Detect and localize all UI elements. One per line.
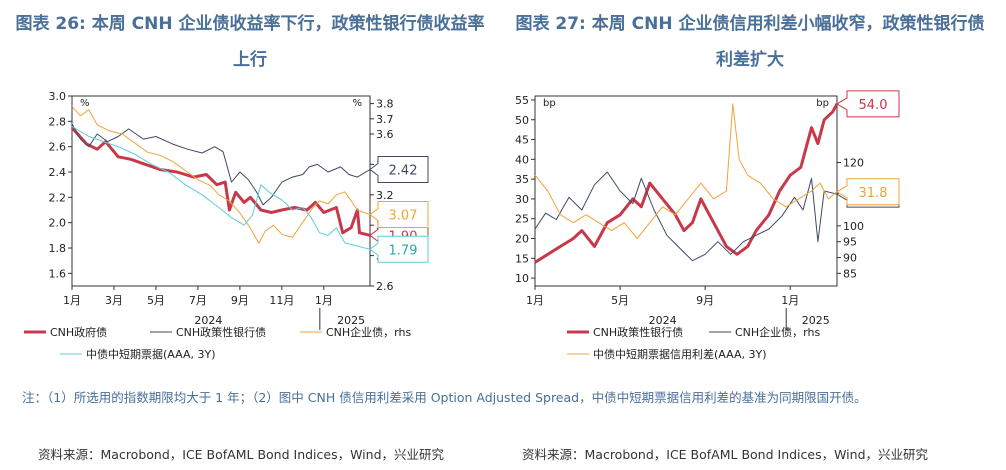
right-axis-tick-label: 120 — [843, 157, 864, 170]
right-unit-label: bp — [816, 98, 829, 109]
legend-label: CNH政策性银行债 — [593, 325, 683, 339]
series-line-2 — [534, 103, 838, 239]
source-left: 资料来源：Macrobond，ICE BofAML Bond Indices，W… — [38, 447, 445, 462]
legend-label: CNH企业债，rhs — [326, 325, 411, 339]
right-axis-tick-label: 3.2 — [376, 189, 394, 202]
end-value-label: 54.0 — [859, 98, 888, 113]
left-axis-tick-label: 2.0 — [49, 217, 67, 230]
left-axis-tick-label: 30 — [515, 193, 529, 206]
left-axis-tick-label: 2.8 — [49, 115, 67, 128]
right-axis-tick-label: 3.8 — [376, 98, 394, 111]
legend-label: 中债中短期票据(AAA, 3Y) — [86, 347, 215, 361]
source-right: 资料来源：Macrobond，ICE BofAML Bond Indices，W… — [522, 447, 929, 462]
x-axis-tick-label: 11月 — [269, 294, 294, 307]
end-value-callout — [836, 90, 900, 118]
right-axis-tick-label: 90 — [843, 252, 857, 265]
left-unit-label: bp — [543, 98, 556, 109]
x-axis-tick-label: 5月 — [147, 294, 165, 307]
legend-label: CNH政府债 — [50, 325, 107, 339]
left-axis-tick-label: 40 — [515, 153, 529, 166]
yield-chart: 1.61.82.02.22.42.62.83.02.62.83.03.23.43… — [24, 90, 429, 361]
x-axis-tick-label: 7月 — [189, 294, 207, 307]
end-value-label: 3.07 — [389, 209, 418, 224]
series-line-1 — [534, 171, 838, 262]
series-line-1 — [71, 123, 371, 206]
left-unit-label: % — [80, 98, 90, 109]
end-value-label: 31.8 — [859, 186, 888, 201]
x-axis-tick-label: 1月 — [315, 294, 333, 307]
spread-chart: 10152025303540455055859095100110120bpbp1… — [515, 90, 900, 361]
left-axis-tick-label: 3.0 — [49, 90, 67, 103]
year-label: 2024 — [649, 314, 677, 327]
x-axis-tick-label: 5月 — [611, 294, 629, 307]
end-value-callout — [369, 235, 429, 263]
right-axis-tick-label: 100 — [843, 220, 864, 233]
right-axis-tick-label: 2.6 — [376, 280, 394, 293]
left-axis-tick-label: 2.4 — [49, 166, 67, 179]
footnote: 注：（1）所选用的指数期限均大于 1 年；（2）图中 CNH 债信用利差采用 O… — [22, 390, 867, 405]
left-axis-tick-label: 25 — [515, 213, 529, 226]
right-unit-label: % — [352, 98, 362, 109]
legend-label: CNH政策性银行债 — [176, 325, 266, 339]
end-value-callout — [369, 201, 429, 229]
left-axis-tick-label: 55 — [515, 94, 529, 107]
left-axis-tick-label: 20 — [515, 233, 529, 246]
end-value-callout — [369, 155, 429, 183]
left-axis-tick-label: 1.8 — [49, 242, 67, 255]
right-axis-tick-label: 95 — [843, 236, 857, 249]
left-axis-tick-label: 1.6 — [49, 267, 67, 280]
year-label: 2025 — [802, 314, 830, 327]
right-axis-tick-label: 3.6 — [376, 128, 394, 141]
legend-label: 中债中短期票据信用利差(AAA, 3Y) — [593, 347, 766, 361]
plot-frame — [71, 95, 371, 287]
x-axis-tick-label: 3月 — [105, 294, 123, 307]
left-axis-tick-label: 35 — [515, 173, 529, 186]
x-axis-tick-label: 1月 — [63, 294, 81, 307]
left-axis-tick-label: 2.6 — [49, 141, 67, 154]
chart-title-right: 图表 27: 本周 CNH 企业债信用利差小幅收窄，政策性银行债利差扩大 — [515, 14, 985, 70]
x-axis-tick-label: 1月 — [781, 294, 799, 307]
x-axis-tick-label: 9月 — [696, 294, 714, 307]
end-value-label: 1.79 — [389, 243, 418, 258]
series-line-0 — [534, 103, 839, 264]
series-line-3 — [71, 125, 371, 250]
left-axis-tick-label: 2.2 — [49, 191, 67, 204]
x-axis-tick-label: 1月 — [526, 294, 544, 307]
right-axis-tick-label: 85 — [843, 267, 857, 280]
series-line-2 — [71, 106, 371, 244]
end-value-label: 2.42 — [389, 163, 418, 178]
end-value-callout — [836, 178, 900, 206]
x-axis-tick-label: 9月 — [231, 294, 249, 307]
left-axis-tick-label: 50 — [515, 114, 529, 127]
series-line-0 — [70, 126, 371, 237]
left-axis-tick-label: 10 — [515, 272, 529, 285]
year-label: 2025 — [337, 314, 365, 327]
left-axis-tick-label: 15 — [515, 252, 529, 265]
left-axis-tick-label: 45 — [515, 134, 529, 147]
right-axis-tick-label: 3.7 — [376, 113, 394, 126]
year-label: 2024 — [194, 314, 222, 327]
plot-frame — [534, 95, 838, 287]
chart-title-left: 图表 26: 本周 CNH 企业债收益率下行，政策性银行债收益率上行 — [15, 14, 485, 70]
legend-label: CNH企业债，rhs — [735, 325, 820, 339]
